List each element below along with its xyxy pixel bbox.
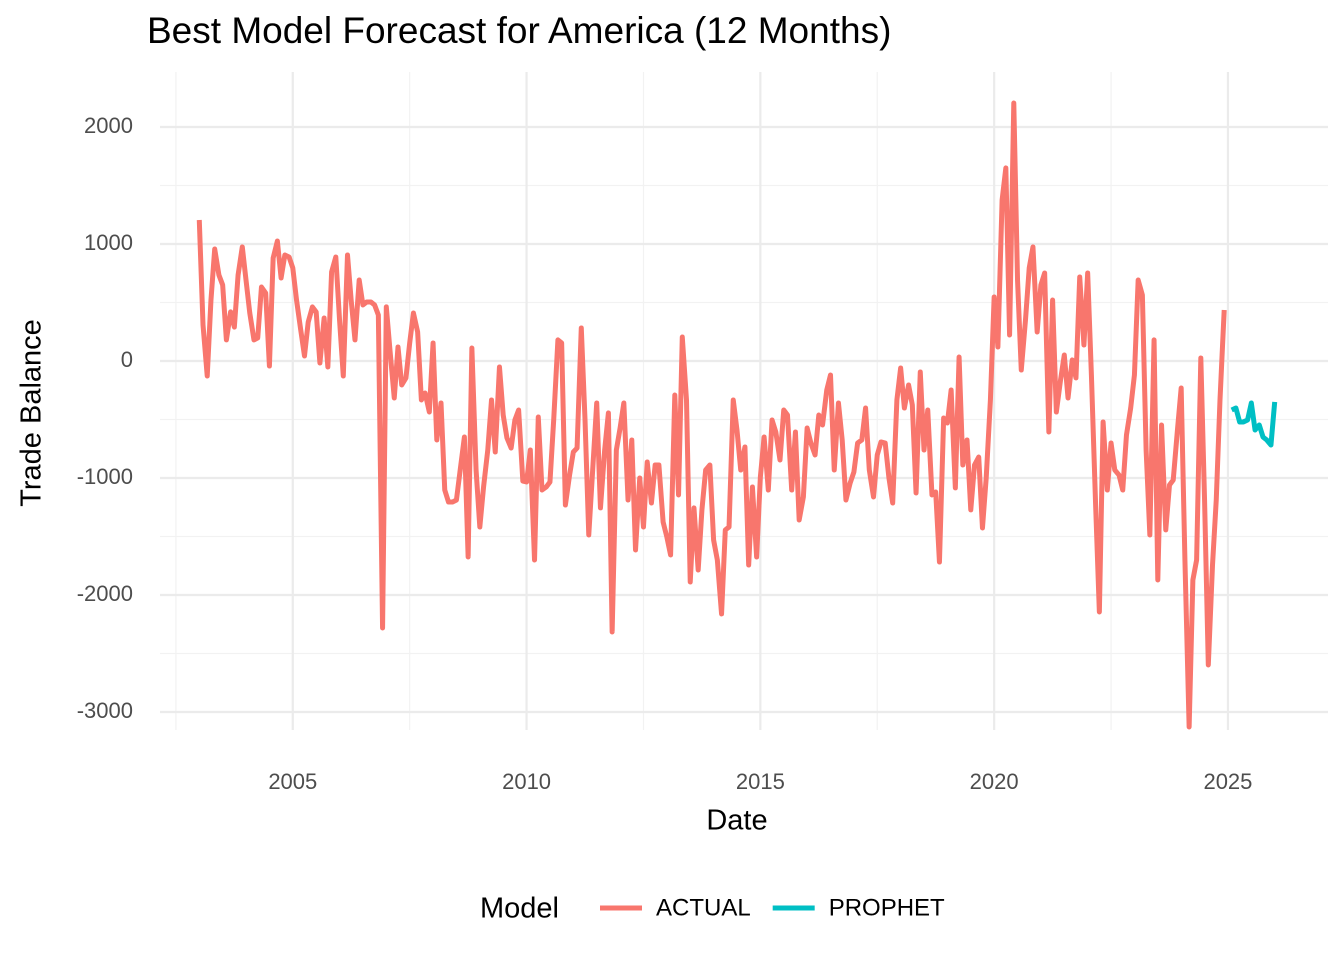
series-line bbox=[196, 100, 1227, 730]
x-axis-title: Date bbox=[706, 805, 767, 837]
chart-title: Best Model Forecast for America (12 Mont… bbox=[147, 10, 891, 51]
y-axis-title: Trade Balance bbox=[16, 319, 48, 507]
x-tick-label: 2010 bbox=[502, 769, 551, 794]
x-tick-label: 2005 bbox=[268, 769, 317, 794]
legend-label: ACTUAL bbox=[656, 894, 751, 921]
legend-label: PROPHET bbox=[829, 894, 945, 921]
legend-title: Model bbox=[480, 893, 559, 925]
y-tick-label: -3000 bbox=[77, 698, 133, 723]
x-tick-label: 2025 bbox=[1203, 769, 1252, 794]
x-tick-label: 2015 bbox=[736, 769, 785, 794]
y-tick-label: -1000 bbox=[77, 464, 133, 489]
y-tick-label: -2000 bbox=[77, 581, 133, 606]
y-tick-label: 0 bbox=[121, 347, 133, 372]
y-tick-label: 2000 bbox=[84, 113, 133, 138]
y-tick-label: 1000 bbox=[84, 230, 133, 255]
series-line bbox=[1230, 400, 1278, 448]
x-tick-label: 2020 bbox=[970, 769, 1019, 794]
